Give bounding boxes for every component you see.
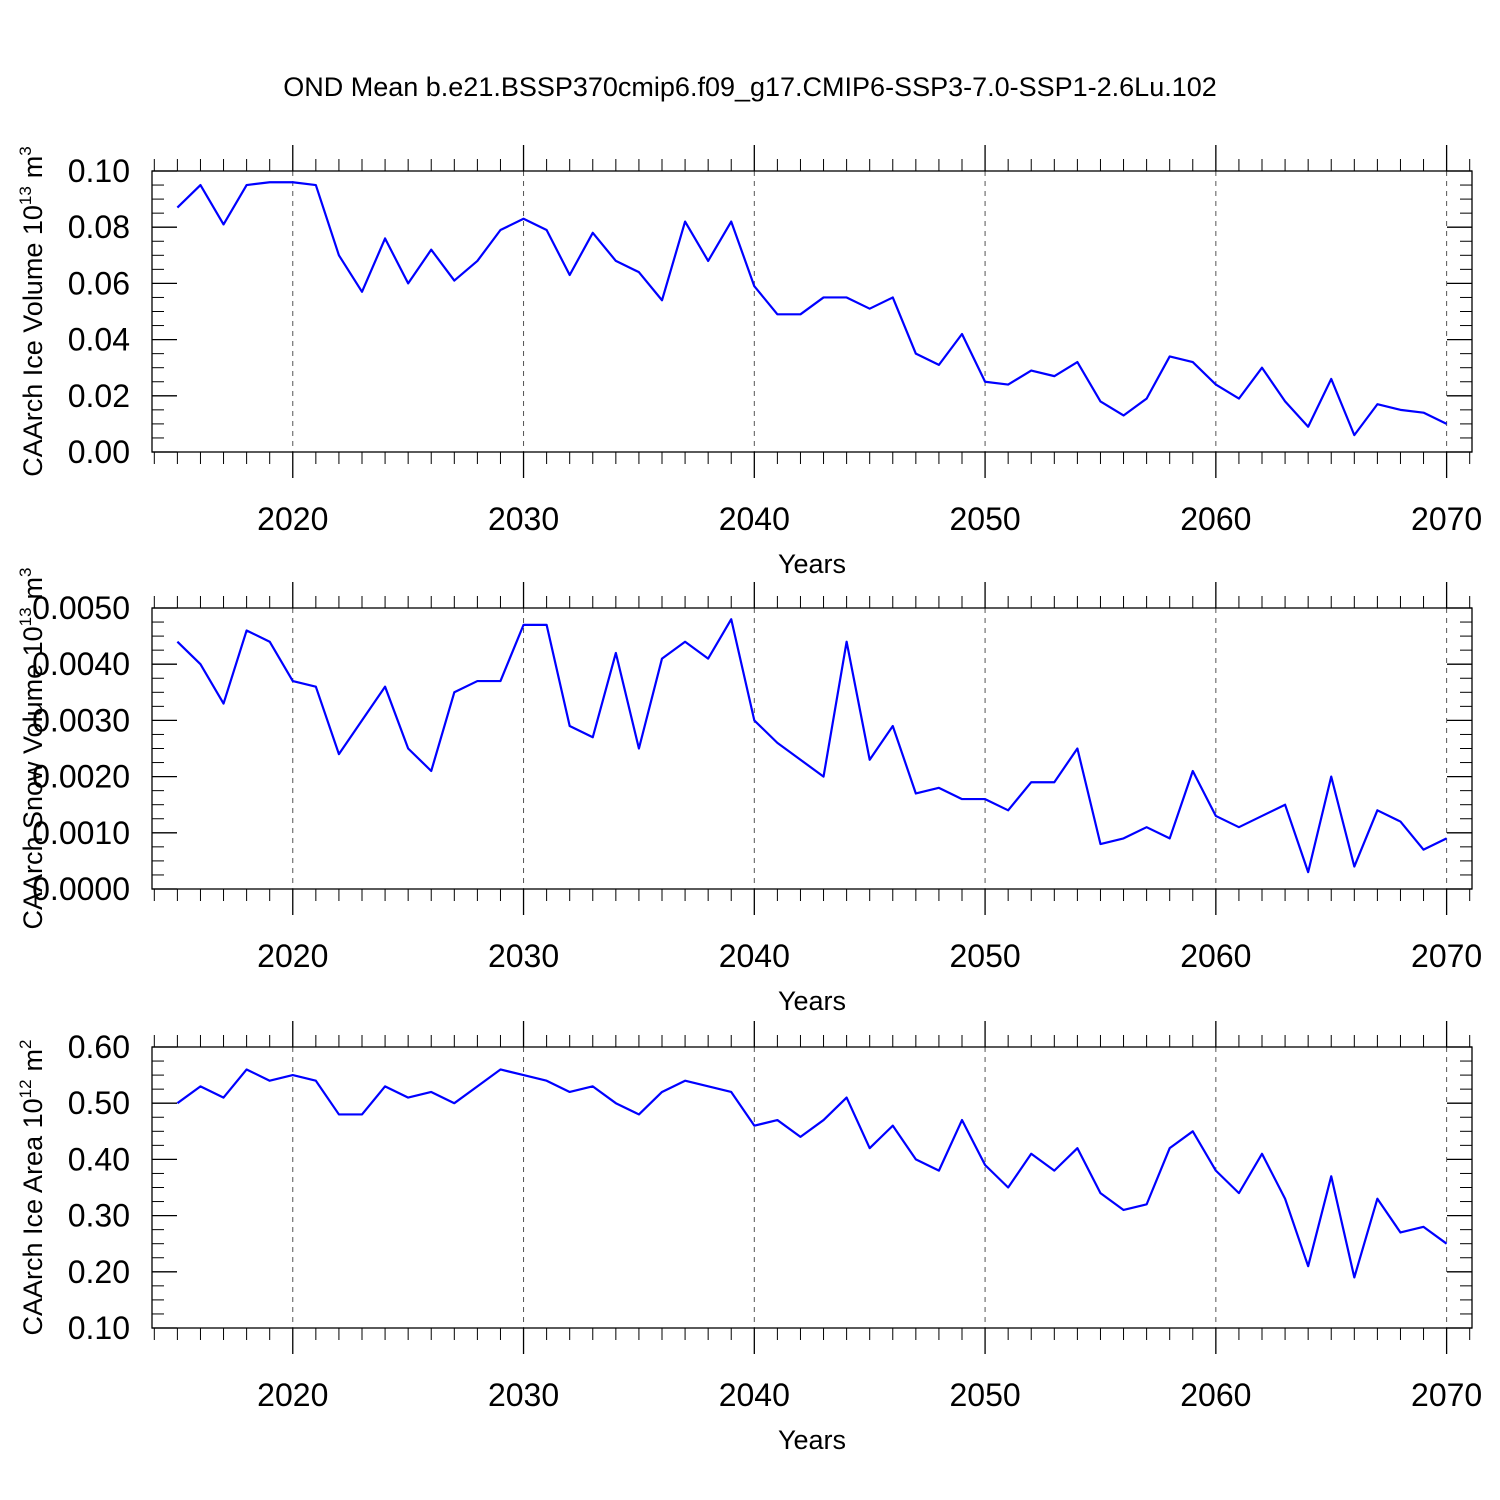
y-tick-label: 0.0030 xyxy=(32,702,130,738)
panel: 2020 2030 2040 2050 2060 2070 0.10 0.20 0.30 0.40… xyxy=(16,1021,1482,1455)
x-axis-label: Years xyxy=(778,986,846,1016)
y-tick-label: 0.20 xyxy=(68,1254,130,1290)
data-line xyxy=(176,181,1448,437)
y-tick-label: 0.08 xyxy=(68,209,130,245)
y-tick-label: 0.60 xyxy=(68,1029,130,1065)
x-axis-label: Years xyxy=(778,1425,846,1455)
y-tick-label: 0.02 xyxy=(68,378,130,414)
x-tick-label: 2050 xyxy=(949,1377,1020,1413)
plot-frame xyxy=(151,1046,1473,1329)
y-axis-label-unit-power: 2 xyxy=(16,1039,35,1048)
x-tick-label: 2020 xyxy=(257,938,328,974)
y-axis-label-unit: m xyxy=(18,1049,48,1072)
x-axis-label: Years xyxy=(778,549,846,579)
y-axis-label-unit: m xyxy=(18,577,48,600)
y-tick-label: 0.06 xyxy=(68,265,130,301)
y-tick-label: 0.0000 xyxy=(32,871,130,907)
x-tick-label: 2020 xyxy=(257,1377,328,1413)
x-tick-label: 2060 xyxy=(1180,1377,1251,1413)
y-tick-label: 0.50 xyxy=(68,1085,130,1121)
x-tick-label: 2030 xyxy=(488,938,559,974)
x-tick-label: 2070 xyxy=(1411,501,1482,537)
y-axis-label-power: 12 xyxy=(16,1079,35,1098)
y-axis-label-text: CAArch Ice Volume 10 xyxy=(18,205,48,477)
y-tick-label: 0.0040 xyxy=(32,646,130,682)
y-axis-label-unit-power: 3 xyxy=(16,567,35,576)
plot-frame xyxy=(151,607,1473,890)
x-tick-label: 2060 xyxy=(1180,938,1251,974)
data-line xyxy=(176,1068,1448,1279)
panel: OND Mean b.e21.BSSP370cmip6.f09_g17.CMIP… xyxy=(16,72,1482,579)
y-axis-label-power: 13 xyxy=(16,186,35,205)
x-tick-label: 2050 xyxy=(949,938,1020,974)
y-tick-label: 0.10 xyxy=(68,153,130,189)
x-tick-label: 2030 xyxy=(488,501,559,537)
y-axis-label-unit-power: 3 xyxy=(16,146,35,155)
y-tick-label: 0.04 xyxy=(68,322,130,358)
y-tick-label: 0.0020 xyxy=(32,759,130,795)
x-tick-label: 2040 xyxy=(719,1377,790,1413)
data-line xyxy=(176,618,1448,874)
y-axis-label-power: 13 xyxy=(16,607,35,626)
y-axis-label-text: CAArch Snow Volume 10 xyxy=(18,626,48,929)
x-tick-label: 2050 xyxy=(949,501,1020,537)
chart-title: OND Mean b.e21.BSSP370cmip6.f09_g17.CMIP… xyxy=(283,72,1217,102)
y-axis-label: CAArch Ice Volume 1013 m3 xyxy=(16,146,48,477)
x-tick-label: 2030 xyxy=(488,1377,559,1413)
x-tick-label: 2060 xyxy=(1180,501,1251,537)
y-tick-label: 0.10 xyxy=(68,1310,130,1346)
y-tick-label: 0.0010 xyxy=(32,815,130,851)
x-tick-label: 2040 xyxy=(719,938,790,974)
x-tick-label: 2070 xyxy=(1411,938,1482,974)
x-tick-label: 2040 xyxy=(719,501,790,537)
y-tick-label: 0.0050 xyxy=(32,590,130,626)
y-axis-label-unit: m xyxy=(18,156,48,179)
y-axis-label: CAArch Snow Volume 1013 m3 xyxy=(16,567,48,929)
x-tick-label: 2020 xyxy=(257,501,328,537)
plot-frame xyxy=(151,170,1473,453)
y-axis-label: CAArch Ice Area 1012 m2 xyxy=(16,1039,48,1335)
y-tick-label: 0.00 xyxy=(68,434,130,470)
y-axis-label-text: CAArch Ice Area 10 xyxy=(18,1098,48,1335)
y-tick-label: 0.40 xyxy=(68,1141,130,1177)
y-tick-label: 0.30 xyxy=(68,1198,130,1234)
panel: 2020 2030 2040 2050 2060 2070 0.0000 0.0010 0.00… xyxy=(16,567,1482,1016)
x-tick-label: 2070 xyxy=(1411,1377,1482,1413)
